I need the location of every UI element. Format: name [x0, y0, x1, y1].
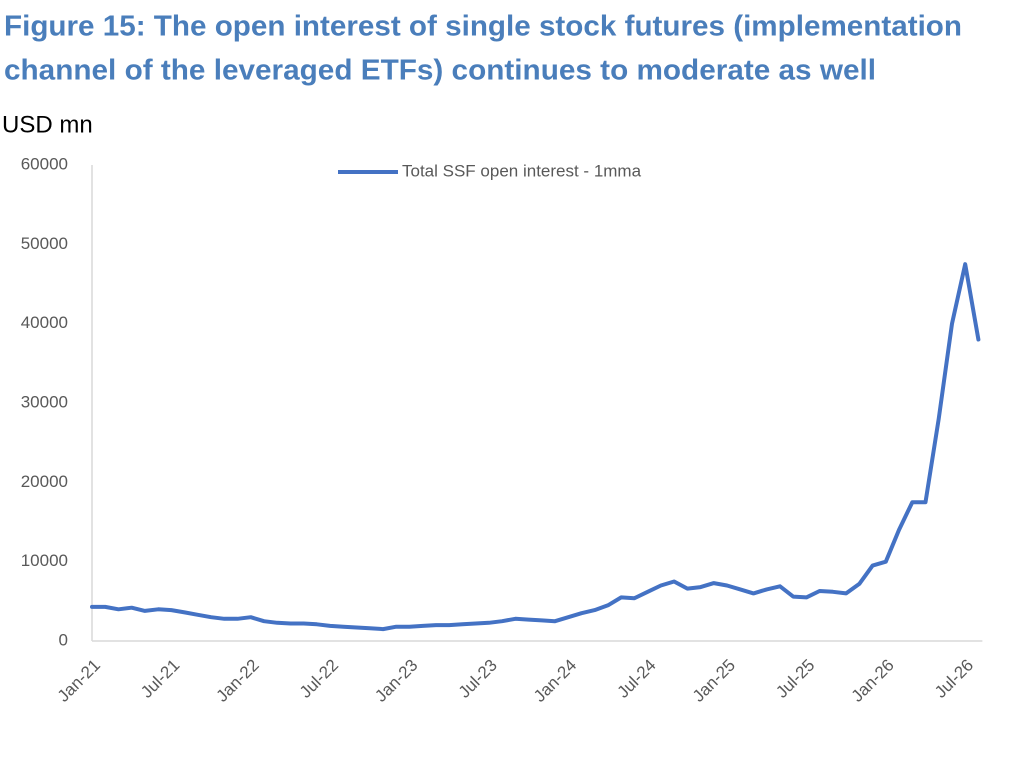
x-tick-label: Jul-26 [931, 656, 977, 702]
x-tick-label: Jan-21 [54, 656, 104, 706]
x-tick-label: Jan-25 [689, 656, 739, 706]
y-tick-label: 0 [59, 630, 68, 649]
y-axis-label: USD mn [2, 111, 93, 138]
chart-title: channel of the leveraged ETFs) continues… [4, 55, 876, 87]
y-tick-label: 60000 [21, 154, 68, 173]
x-tick-label: Jan-22 [213, 656, 263, 706]
y-tick-label: 40000 [21, 313, 68, 332]
x-tick-label: Jul-21 [137, 656, 183, 702]
x-tick-label: Jan-24 [530, 656, 580, 706]
x-tick-label: Jul-22 [296, 656, 342, 702]
x-tick-label: Jul-23 [455, 656, 501, 702]
data-line [90, 262, 981, 632]
legend-label: Total SSF open interest - 1mma [402, 161, 642, 180]
chart-title: Figure 15: The open interest of single s… [4, 11, 962, 43]
x-tick-label: Jul-24 [613, 656, 659, 702]
x-tick-label: Jul-25 [772, 656, 818, 702]
y-tick-label: 10000 [21, 551, 68, 570]
x-tick-label: Jan-23 [371, 656, 421, 706]
y-tick-label: 30000 [21, 392, 68, 411]
y-tick-label: 20000 [21, 472, 68, 491]
y-tick-label: 50000 [21, 234, 68, 253]
x-tick-label: Jan-26 [848, 656, 898, 706]
